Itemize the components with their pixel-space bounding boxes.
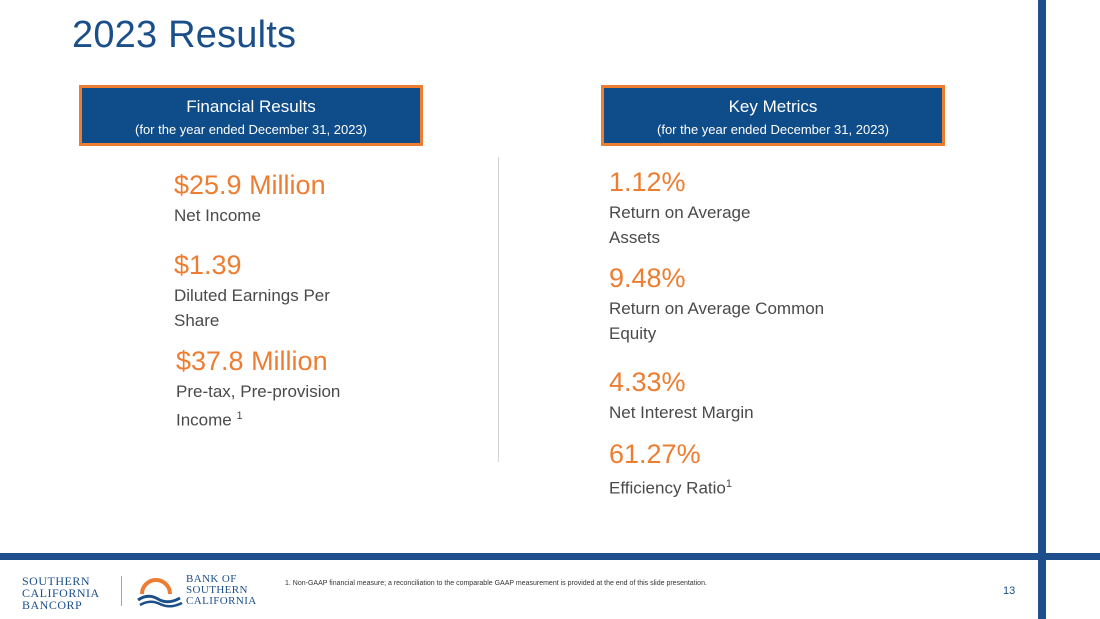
footnote-mark: 1 <box>725 478 732 490</box>
metric-value: $25.9 Million <box>174 170 326 200</box>
metric-label: Net Income <box>174 206 261 225</box>
key-metrics-header: Key Metrics (for the year ended December… <box>601 85 945 146</box>
footnote-mark: 1 <box>236 410 243 422</box>
key-metrics-title: Key Metrics <box>728 97 818 116</box>
metric-value: $1.39 <box>174 250 242 280</box>
metric-pre-tax-pre-provision-income: $37.8 Million Pre-tax, Pre-provision Inco… <box>176 345 426 433</box>
metric-label: Efficiency Ratio1 <box>609 478 732 498</box>
footnote: 1. Non-GAAP financial measure; a reconci… <box>285 580 707 587</box>
financial-results-header: Financial Results (for the year ended De… <box>79 85 423 146</box>
sun-wave-logo-icon <box>137 578 183 608</box>
metric-label: Diluted Earnings Per Share <box>174 286 330 330</box>
metric-return-on-average-assets: 1.12% Return on Average Assets <box>609 166 889 250</box>
metric-label: Return on Average Common Equity <box>609 299 825 343</box>
metric-value: 1.12% <box>609 167 686 197</box>
metric-value: 61.27% <box>609 439 701 469</box>
metric-label: Return on Average Assets <box>609 203 751 247</box>
bank-of-southern-california-logo: BANK OF SOUTHERN CALIFORNIA <box>134 574 274 610</box>
metric-value: 9.48% <box>609 263 686 293</box>
metric-value: $37.8 Million <box>176 346 328 376</box>
metric-net-interest-margin: 4.33% Net Interest Margin <box>609 366 889 425</box>
footer-accent-bar <box>0 553 1100 560</box>
metric-label: Net Interest Margin <box>609 403 754 422</box>
key-metrics-subtitle: (for the year ended December 31, 2023) <box>657 122 889 137</box>
financial-results-subtitle: (for the year ended December 31, 2023) <box>135 122 367 137</box>
logo-separator <box>121 576 122 606</box>
southern-california-bancorp-logo: SOUTHERN CALIFORNIA BANCORP <box>22 574 100 612</box>
metric-return-on-average-common-equity: 9.48% Return on Average Common Equity <box>609 262 889 346</box>
metric-label: Pre-tax, Pre-provision Income 1 <box>176 382 341 430</box>
metric-efficiency-ratio: 61.27% Efficiency Ratio1 <box>609 438 889 501</box>
metric-diluted-eps: $1.39 Diluted Earnings Per Share <box>174 249 424 333</box>
right-accent-bar <box>1038 0 1046 619</box>
metric-net-income: $25.9 Million Net Income <box>174 169 424 228</box>
column-divider <box>498 157 499 462</box>
financial-results-title: Financial Results <box>186 97 316 116</box>
slide-title: 2023 Results <box>72 14 297 56</box>
metric-value: 4.33% <box>609 367 686 397</box>
page-number: 13 <box>1003 585 1016 597</box>
